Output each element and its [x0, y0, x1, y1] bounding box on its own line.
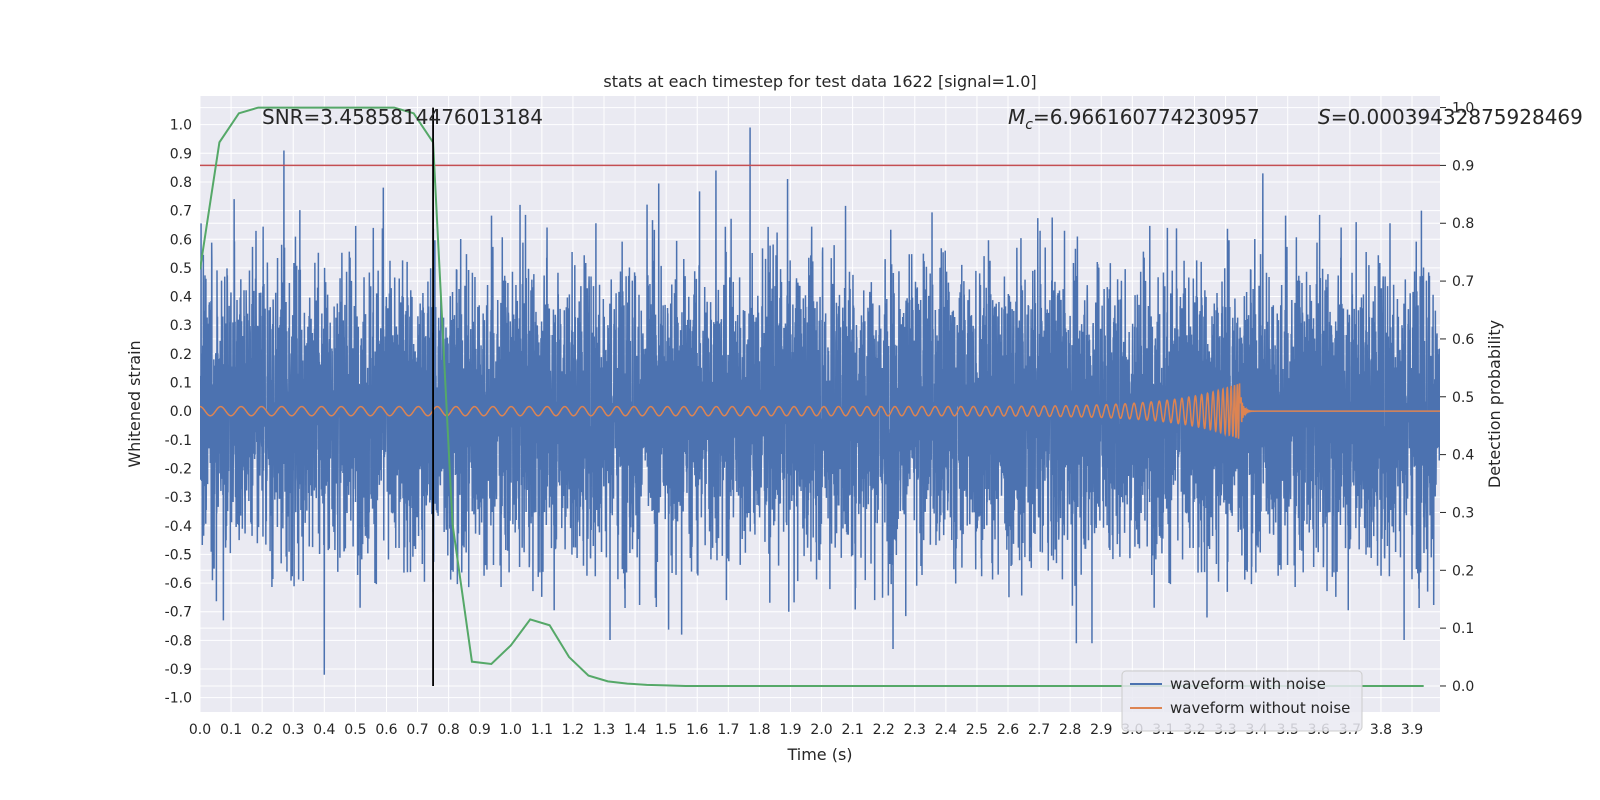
legend-label-noise: waveform with noise	[1170, 675, 1326, 693]
y-tick-label: 0.2	[170, 347, 192, 363]
series-line-waveform-without-noise	[200, 383, 1440, 439]
x-axis-label: Time (s)	[786, 745, 852, 764]
y2-tick-label: 0.0	[1452, 679, 1474, 695]
x-tick-label: 1.7	[717, 722, 739, 738]
y-tick-label: -1.0	[165, 691, 192, 707]
x-tick-label: 0.0	[189, 722, 211, 738]
y-tick-label: 0.6	[170, 232, 192, 248]
x-tick-label: 1.2	[562, 722, 584, 738]
y-tick-label: 0.1	[170, 376, 192, 392]
x-tick-label: 2.3	[904, 722, 926, 738]
y-tick-label: -0.8	[165, 633, 192, 649]
x-tick-label: 1.9	[779, 722, 801, 738]
y-tick-label: 0.0	[170, 404, 192, 420]
x-tick-label: 0.3	[282, 722, 304, 738]
x-tick-label: 1.0	[500, 722, 522, 738]
x-tick-label: 0.5	[344, 722, 366, 738]
s-annotation: S=0.0003943287592846​9	[1318, 105, 1583, 129]
y2-tick-label: 0.3	[1452, 505, 1474, 521]
x-tick-label: 2.9	[1090, 722, 1112, 738]
y2-tick-label: 0.4	[1452, 448, 1474, 464]
y-axis-label: Whitened strain	[125, 340, 144, 467]
x-tick-label: 0.2	[251, 722, 273, 738]
y2-tick-label: 0.7	[1452, 274, 1474, 290]
x-tick-label: 3.8	[1370, 722, 1392, 738]
y-tick-label: 0.4	[170, 290, 192, 306]
x-tick-label: 0.4	[313, 722, 335, 738]
x-tick-label: 1.1	[531, 722, 553, 738]
y-tick-label: 0.5	[170, 261, 192, 277]
x-tick-label: 2.5	[966, 722, 988, 738]
y2-tick-label: 0.9	[1452, 158, 1474, 174]
s-value: =0.0003943287592846​9	[1331, 105, 1583, 129]
x-tick-label: 2.6	[997, 722, 1019, 738]
y2-tick-label: 0.5	[1452, 390, 1474, 406]
s-symbol: S	[1318, 105, 1331, 129]
y2-tick-label: 1.0	[1452, 101, 1474, 117]
x-tick-label: 2.7	[1028, 722, 1050, 738]
y-tick-label: 0.9	[170, 146, 192, 162]
y-tick-label: -0.4	[165, 519, 192, 535]
y-tick-label: -0.6	[165, 576, 192, 592]
y-tick-label: 0.8	[170, 175, 192, 191]
y2-tick-label: 0.2	[1452, 563, 1474, 579]
x-tick-label: 2.0	[810, 722, 832, 738]
x-tick-label: 0.8	[437, 722, 459, 738]
y2-tick-label: 0.1	[1452, 621, 1474, 637]
mc-value: =6.966160774230957	[1033, 105, 1260, 129]
y-tick-label: -0.5	[165, 547, 192, 563]
chirp-mass-annotation: Mc=6.966160774230957	[1008, 105, 1260, 133]
x-tick-label: 1.4	[624, 722, 646, 738]
x-tick-label: 0.7	[406, 722, 428, 738]
legend-label-clean: waveform without noise	[1170, 699, 1350, 717]
series-line-waveform-with-noise	[200, 127, 1440, 675]
x-tick-label: 0.9	[469, 722, 491, 738]
x-tick-label: 2.4	[935, 722, 957, 738]
x-tick-label: 1.5	[655, 722, 677, 738]
x-tick-label: 2.2	[873, 722, 895, 738]
y-tick-label: -0.9	[165, 662, 192, 678]
y-tick-label: -0.2	[165, 461, 192, 477]
y2-axis-label: Detection probability	[1485, 320, 1504, 488]
mc-symbol: M	[1008, 105, 1025, 129]
x-tick-label: 1.3	[593, 722, 615, 738]
x-tick-label: 3.9	[1401, 722, 1423, 738]
snr-annotation: SNR=3.4585814476013184	[262, 105, 543, 129]
x-tick-label: 1.6	[686, 722, 708, 738]
y2-tick-label: 0.6	[1452, 332, 1474, 348]
y2-tick-label: 0.8	[1452, 216, 1474, 232]
x-tick-label: 2.8	[1059, 722, 1081, 738]
x-tick-label: 2.1	[841, 722, 863, 738]
y-tick-label: 0.3	[170, 318, 192, 334]
legend: waveform with noise waveform without noi…	[1121, 670, 1363, 732]
y-tick-label: -0.1	[165, 433, 192, 449]
x-tick-label: 0.6	[375, 722, 397, 738]
y-tick-label: -0.7	[165, 605, 192, 621]
x-tick-label: 1.8	[748, 722, 770, 738]
mc-subscript: c	[1025, 117, 1033, 133]
chart-title: stats at each timestep for test data 162…	[603, 72, 1036, 91]
y-tick-label: -0.3	[165, 490, 192, 506]
x-tick-label: 0.1	[220, 722, 242, 738]
legend-box	[1121, 670, 1363, 732]
y-tick-label: 1.0	[170, 118, 192, 134]
y-tick-label: 0.7	[170, 204, 192, 220]
